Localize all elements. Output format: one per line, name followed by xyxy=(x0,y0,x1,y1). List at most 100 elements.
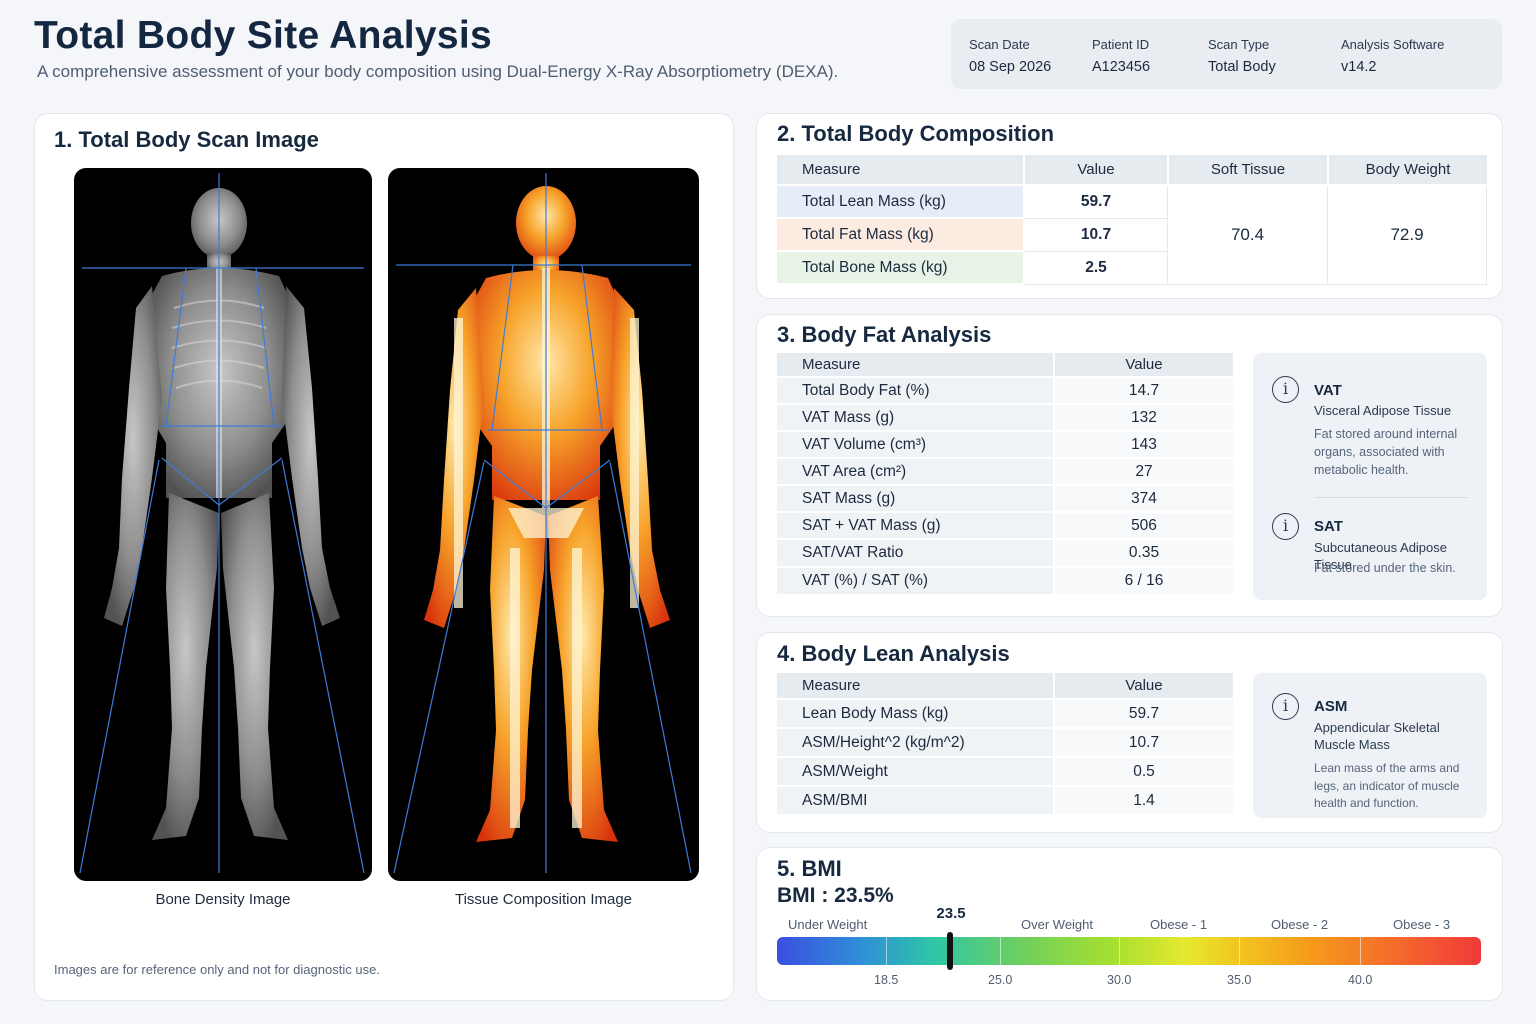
scan-panel-title: 1. Total Body Scan Image xyxy=(54,127,319,152)
info-icon: i xyxy=(1272,376,1299,403)
meta-label: Scan Type xyxy=(1208,37,1270,52)
bmi-category-obese-2: Obese - 2 xyxy=(1271,917,1329,932)
value-cell: 132 xyxy=(1053,405,1233,432)
bmi-category-under-weight: Under Weight xyxy=(788,917,868,932)
bmi-category-obese-3: Obese - 3 xyxy=(1393,917,1451,932)
measure-cell: ASM/BMI xyxy=(777,787,1053,816)
page-title: Total Body Site Analysis xyxy=(34,14,492,57)
asm-abbr: ASM xyxy=(1314,698,1348,715)
bmi-panel-title: 5. BMI xyxy=(777,856,842,881)
lean-panel-title: 4. Body Lean Analysis xyxy=(777,641,1010,666)
measure-cell: VAT (%) / SAT (%) xyxy=(777,568,1053,596)
table-row: SAT/VAT Ratio 0.35 xyxy=(777,540,1233,568)
table-row: VAT Area (cm²) 27 xyxy=(777,459,1233,486)
bmi-tick: 25.0 xyxy=(988,973,1013,987)
table-header: Measure xyxy=(777,155,1023,186)
table-header: Measure xyxy=(777,673,1053,700)
bmi-segment-divider xyxy=(1360,937,1361,965)
bmi-category-over-weight: Over Weight xyxy=(1021,917,1094,932)
value-cell: 14.7 xyxy=(1053,378,1233,405)
bone-density-caption: Bone Density Image xyxy=(155,891,291,908)
meta-label: Patient ID xyxy=(1092,37,1150,52)
bmi-segment-divider xyxy=(1239,937,1240,965)
sat-description: Fat stored under the skin. xyxy=(1314,561,1456,575)
meta-label: Analysis Software xyxy=(1341,37,1445,52)
value-cell: 374 xyxy=(1053,486,1233,513)
meta-scan-date: Scan Date 08 Sep 2026 xyxy=(969,37,1051,75)
measure-cell: ASM/Height^2 (kg/m^2) xyxy=(777,729,1053,758)
bmi-segment-divider xyxy=(1000,937,1001,965)
bmi-category-obese-1: Obese - 1 xyxy=(1150,917,1208,932)
table-row: Total Bone Mass (kg) 2.5 xyxy=(777,252,1487,285)
info-divider xyxy=(1314,497,1468,498)
table-header: Body Weight xyxy=(1327,155,1487,186)
measure-cell: VAT Area (cm²) xyxy=(777,459,1053,486)
bmi-marker xyxy=(947,932,953,970)
table-row: Total Fat Mass (kg) 10.7 xyxy=(777,219,1487,252)
sat-abbr: SAT xyxy=(1314,518,1343,535)
table-row: SAT Mass (g) 374 xyxy=(777,486,1233,513)
table-row: VAT (%) / SAT (%) 6 / 16 xyxy=(777,568,1233,596)
table-row: Total Body Fat (%) 14.7 xyxy=(777,378,1233,405)
table-header: Value xyxy=(1053,673,1233,700)
value-cell: 10.7 xyxy=(1053,729,1233,758)
soft-tissue-cell: 70.4 xyxy=(1167,186,1327,285)
bone-density-image xyxy=(74,168,372,881)
value-cell: 0.5 xyxy=(1053,758,1233,787)
bmi-tick: 35.0 xyxy=(1227,973,1252,987)
value-cell: 2.5 xyxy=(1023,252,1167,285)
measure-cell: Lean Body Mass (kg) xyxy=(777,700,1053,729)
vat-name: Visceral Adipose Tissue xyxy=(1314,403,1452,418)
table-row: VAT Volume (cm³) 143 xyxy=(777,432,1233,459)
value-cell: 143 xyxy=(1053,432,1233,459)
vat-abbr: VAT xyxy=(1314,382,1342,399)
lean-info-box: i ASM Appendicular Skeletal Muscle Mass … xyxy=(1253,673,1487,818)
measure-cell: SAT/VAT Ratio xyxy=(777,540,1053,568)
meta-value: A123456 xyxy=(1092,59,1151,75)
sat-name: Subcutaneous Adipose Tissue xyxy=(1314,540,1447,572)
bmi-tick: 30.0 xyxy=(1107,973,1132,987)
tissue-composition-caption: Tissue Composition Image xyxy=(454,891,633,908)
measure-cell: VAT Volume (cm³) xyxy=(777,432,1053,459)
value-cell: 10.7 xyxy=(1023,219,1167,252)
bmi-tick: 40.0 xyxy=(1348,973,1373,987)
value-cell: 1.4 xyxy=(1053,787,1233,816)
measure-cell: SAT Mass (g) xyxy=(777,486,1053,513)
table-header: Value xyxy=(1053,353,1233,378)
fat-info-box: i VAT Visceral Adipose Tissue Fat stored… xyxy=(1253,353,1487,600)
table-header: Value xyxy=(1023,155,1167,186)
measure-cell: Total Bone Mass (kg) xyxy=(777,252,1023,285)
tissue-composition-image xyxy=(388,168,699,881)
meta-label: Scan Date xyxy=(969,37,1030,52)
value-cell: 59.7 xyxy=(1023,186,1167,219)
meta-value: v14.2 xyxy=(1341,59,1377,75)
measure-cell: SAT + VAT Mass (g) xyxy=(777,513,1053,540)
bmi-panel xyxy=(756,847,1503,1001)
value-cell: 59.7 xyxy=(1053,700,1233,729)
composition-table: Measure Value Soft Tissue Body Weight To… xyxy=(777,155,1487,285)
vat-description: Fat stored around internal organs, assoc… xyxy=(1314,427,1458,477)
table-row: ASM/Weight 0.5 xyxy=(777,758,1233,787)
bmi-tick: 18.5 xyxy=(874,973,899,987)
table-row: VAT Mass (g) 132 xyxy=(777,405,1233,432)
measure-cell: VAT Mass (g) xyxy=(777,405,1053,432)
table-row: ASM/BMI 1.4 xyxy=(777,787,1233,816)
table-row: ASM/Height^2 (kg/m^2) 10.7 xyxy=(777,729,1233,758)
info-icon: i xyxy=(1272,513,1299,540)
table-header: Measure xyxy=(777,353,1053,378)
bmi-segment-divider xyxy=(1119,937,1120,965)
lean-table: Measure Value Lean Body Mass (kg) 59.7 AS… xyxy=(777,673,1233,816)
table-row: Total Lean Mass (kg) 59.7 70.4 72.9 xyxy=(777,186,1487,285)
meta-value: Total Body xyxy=(1208,59,1276,75)
table-row: Lean Body Mass (kg) 59.7 xyxy=(777,700,1233,729)
value-cell: 506 xyxy=(1053,513,1233,540)
measure-cell: Total Fat Mass (kg) xyxy=(777,219,1023,252)
fat-panel-title: 3. Body Fat Analysis xyxy=(777,322,992,347)
meta-value: 08 Sep 2026 xyxy=(969,59,1052,75)
info-icon: i xyxy=(1272,693,1299,720)
bmi-gradient-bar xyxy=(777,937,1481,965)
bmi-value-text: BMI : 23.5% xyxy=(777,884,894,907)
page-subtitle: A comprehensive assessment of your body … xyxy=(37,62,839,81)
meta-patient-id: Patient ID A123456 xyxy=(1092,37,1150,75)
asm-name: Appendicular Skeletal Muscle Mass xyxy=(1314,720,1440,752)
